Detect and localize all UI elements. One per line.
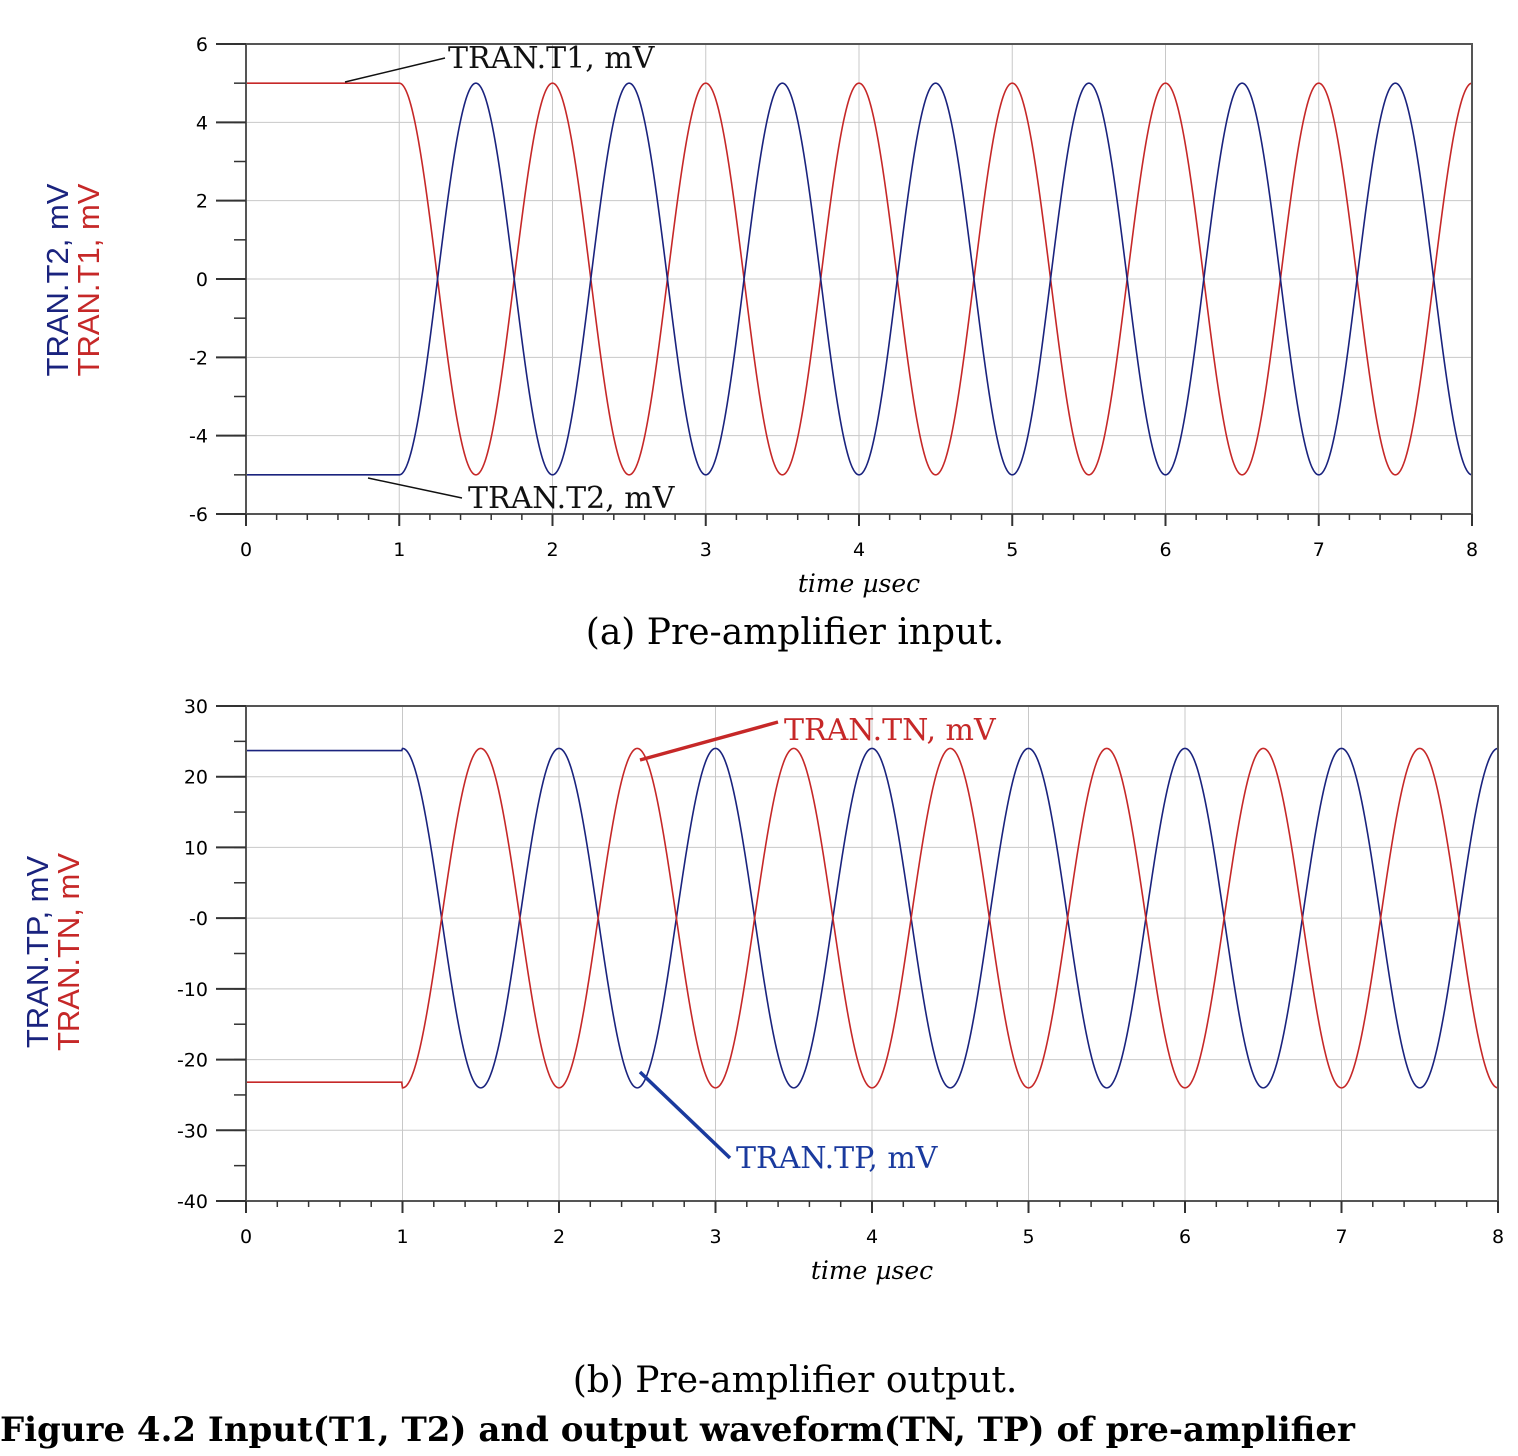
- series-line: [246, 82, 1473, 476]
- x-axis-label: time µsec: [811, 1256, 933, 1285]
- x-tick-label: 2: [553, 1226, 565, 1248]
- y-tick-label: -0: [189, 908, 208, 930]
- x-tick-label: 3: [700, 539, 712, 561]
- annotation-label: TRAN.T1, mV: [448, 41, 656, 76]
- y-tick-label: -40: [177, 1191, 208, 1213]
- y-tick-label: 6: [196, 34, 208, 56]
- caption-b: (b) Pre-amplifier output.: [572, 1360, 1018, 1401]
- grid: [245, 705, 1499, 1202]
- series-line: [246, 747, 1499, 1089]
- x-tick-label: 8: [1466, 539, 1478, 561]
- annotation-label: TRAN.TN, mV: [784, 713, 997, 748]
- y-tick-label: -10: [177, 979, 208, 1001]
- series-line: [246, 747, 1499, 1089]
- y-axis-label-blue: TRAN.T2, mV: [40, 183, 75, 376]
- x-tick-label: 7: [1313, 539, 1325, 561]
- y-tick-label: 4: [196, 112, 208, 134]
- annotation-leader: [344, 57, 446, 83]
- y-axis-label-blue: TRAN.TP, mV: [20, 856, 55, 1049]
- y-tick-label: -4: [189, 426, 208, 448]
- series-line: [246, 82, 1473, 476]
- x-tick-label: 5: [1022, 1226, 1034, 1248]
- chart-pre-amplifier-output: 0 1 2 3 4 5 6 7 8 30 20 10 -0 -10 -20 -30 -40 TRAN.TN, m…: [20, 696, 1504, 1285]
- caption-a: (a) Pre-amplifier input.: [585, 612, 1005, 653]
- y-tick-label: -20: [177, 1050, 208, 1072]
- y-tick-label: 30: [184, 696, 208, 718]
- y-axis-label-red: TRAN.T1, mV: [71, 183, 106, 376]
- y-tick-label: 2: [196, 191, 208, 213]
- axis-ticks: 0 1 2 3 4 5 6 7 8 30 20 10 -0 -10 -20 -30 -40: [177, 696, 1504, 1248]
- annotation-leader: [367, 477, 463, 499]
- y-tick-label: 0: [196, 269, 208, 291]
- axis-ticks: 0 1 2 3 4 5 6 7 8 6 4 2 0 -2 -4 -6: [189, 34, 1478, 561]
- figure-caption: Figure 4.2 Input(T1, T2) and output wave…: [0, 1410, 1355, 1450]
- y-tick-label: -30: [177, 1120, 208, 1142]
- series-lines: [246, 747, 1499, 1089]
- x-tick-label: 2: [546, 539, 558, 561]
- x-tick-label: 4: [866, 1226, 878, 1248]
- annotations: TRAN.TN, mV TRAN.TP, mV: [638, 713, 997, 1176]
- x-tick-label: 1: [393, 539, 405, 561]
- series-lines: [246, 82, 1473, 476]
- y-tick-label: 20: [184, 767, 208, 789]
- x-axis-label: time µsec: [798, 569, 920, 598]
- annotation-leader: [638, 1070, 732, 1160]
- y-tick-label: -6: [189, 504, 208, 526]
- x-tick-label: 3: [709, 1226, 721, 1248]
- x-tick-label: 7: [1335, 1226, 1347, 1248]
- grid: [245, 43, 1473, 515]
- x-tick-label: 0: [240, 539, 252, 561]
- x-tick-label: 5: [1006, 539, 1018, 561]
- x-tick-label: 8: [1492, 1226, 1504, 1248]
- annotations: TRAN.T1, mV TRAN.T2, mV: [344, 41, 676, 516]
- y-axis-label: TRAN.T2, mV TRAN.T1, mV: [40, 183, 106, 376]
- annotation-label: TRAN.TP, mV: [736, 1141, 939, 1176]
- x-tick-label: 4: [853, 539, 865, 561]
- x-tick-label: 6: [1179, 1226, 1191, 1248]
- x-tick-label: 1: [396, 1226, 408, 1248]
- y-axis-label: TRAN.TP, mV TRAN.TN, mV: [20, 853, 86, 1051]
- x-tick-label: 0: [240, 1226, 252, 1248]
- y-axis-label-red: TRAN.TN, mV: [51, 853, 86, 1051]
- y-tick-label: 10: [184, 837, 208, 859]
- annotation-leader: [639, 720, 779, 762]
- y-tick-label: -2: [189, 347, 208, 369]
- annotation-label: TRAN.T2, mV: [468, 481, 676, 516]
- x-tick-label: 6: [1159, 539, 1171, 561]
